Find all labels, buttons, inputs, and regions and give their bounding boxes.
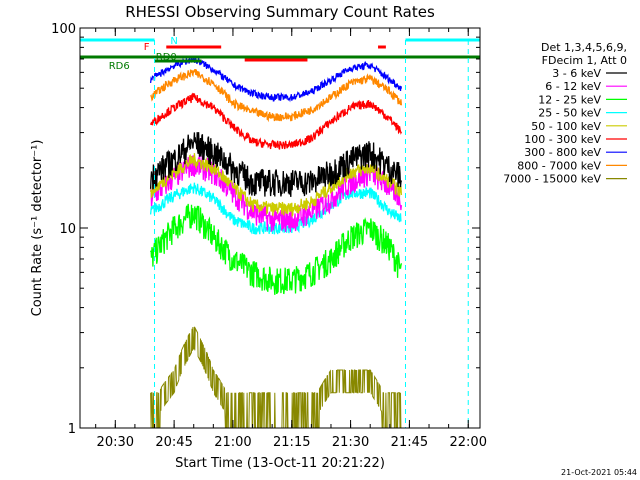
x-tick-label: 22:00	[450, 435, 487, 450]
legend-label: 7000 - 15000 keV	[503, 173, 601, 186]
series-50-100-kev-line	[149, 153, 403, 218]
legend-label: 25 - 50 keV	[538, 107, 601, 120]
series-800-7000-kev-line	[150, 68, 403, 123]
x-tick-label: 21:15	[273, 435, 310, 450]
legend-label: 300 - 800 keV	[524, 146, 601, 159]
legend-label: 100 - 300 keV	[524, 133, 601, 146]
x-tick-label: 21:30	[332, 435, 369, 450]
series-7000-15000-kev-line	[150, 326, 402, 429]
annotation-f: F	[144, 42, 150, 53]
legend-label: 800 - 7000 keV	[517, 159, 601, 172]
plot-area: N RD0 RD6 F	[80, 36, 480, 429]
legend-label: 50 - 100 keV	[531, 120, 601, 133]
legend-label: 12 - 25 keV	[538, 93, 601, 106]
y-axis-label: Count Rate (s⁻¹ detector⁻¹)	[30, 140, 45, 317]
series-100-300-kev-line	[149, 92, 402, 150]
legend-label: 6 - 12 keV	[545, 80, 601, 93]
y-axis: 1 10 100	[51, 22, 480, 437]
x-tick-label: 21:00	[214, 435, 251, 450]
x-axis: 20:30 20:45 21:00 21:15 21:30 21:45 22:00	[95, 28, 487, 450]
x-tick-label: 21:45	[391, 435, 428, 450]
annotation-rd0: RD0	[156, 52, 177, 63]
y-tick-label: 100	[51, 22, 76, 37]
x-tick-label: 20:30	[97, 435, 134, 450]
x-axis-label: Start Time (13-Oct-11 20:21:22)	[175, 456, 385, 471]
annotation-n: N	[170, 36, 177, 47]
chart-title: RHESSI Observing Summary Count Rates	[125, 3, 435, 21]
legend-header-line-1: Det 1,3,4,5,6,9,	[541, 41, 627, 54]
series-12-25-kev-line	[149, 203, 403, 295]
annotation-rd6: RD6	[109, 61, 130, 72]
y-tick-label: 10	[59, 222, 76, 237]
series-300-800-kev-line	[149, 56, 403, 103]
x-tick-label: 20:45	[155, 435, 192, 450]
series-6-12-kev-line	[149, 154, 403, 233]
plot-timestamp: 21-Oct-2021 05:44	[561, 468, 637, 477]
y-tick-label: 1	[68, 422, 76, 437]
legend-label: 3 - 6 keV	[552, 67, 601, 80]
legend-header-line-2: FDecim 1, Att 0	[542, 54, 627, 67]
series-25-50-kev-line	[149, 182, 402, 235]
series-3-6-kev-line	[149, 132, 403, 197]
